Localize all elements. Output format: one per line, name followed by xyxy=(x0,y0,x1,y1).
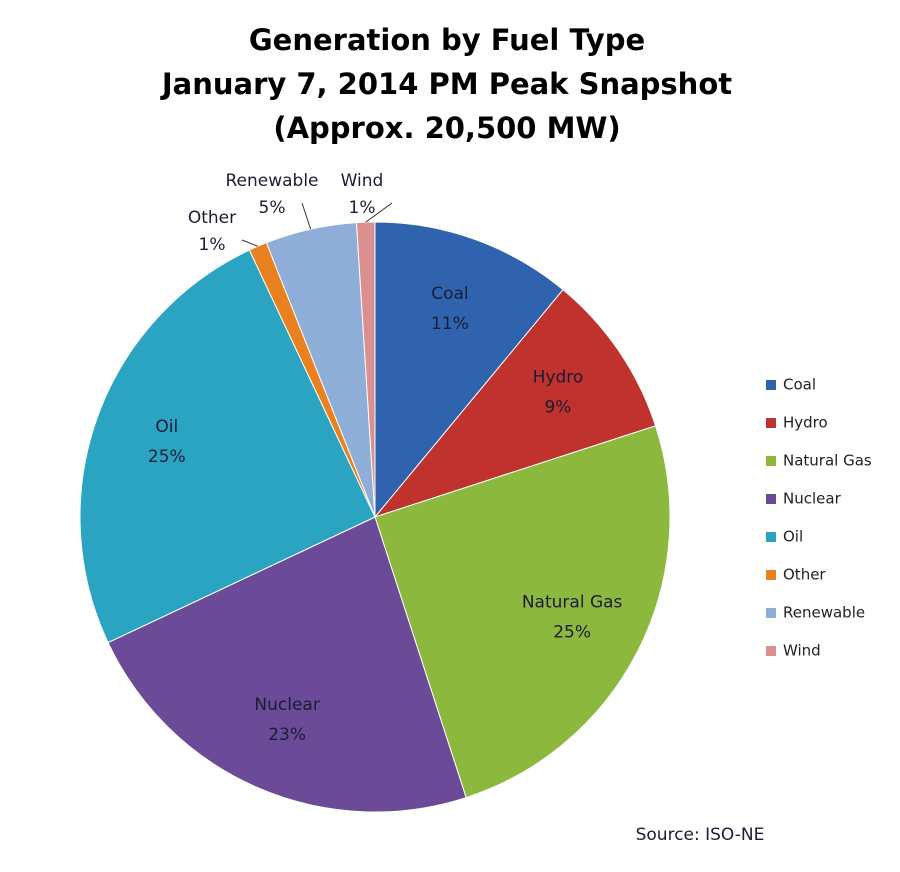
data-label-name: Oil xyxy=(155,417,178,437)
chart-title: Generation by Fuel Type xyxy=(249,23,645,57)
data-label: 1% xyxy=(199,235,226,255)
data-label: 23% xyxy=(268,725,306,745)
data-label-name: Wind xyxy=(341,171,384,191)
chart-title: (Approx. 20,500 MW) xyxy=(273,111,620,145)
legend-swatch xyxy=(766,380,776,390)
data-label-name: Nuclear xyxy=(254,695,319,715)
legend-swatch xyxy=(766,418,776,428)
legend-label: Renewable xyxy=(783,604,865,622)
legend-label: Oil xyxy=(783,528,803,546)
legend-label: Coal xyxy=(783,376,816,394)
legend-label: Hydro xyxy=(783,414,828,432)
pie-slice xyxy=(107,516,467,813)
legend-swatch xyxy=(766,532,776,542)
leader-line xyxy=(241,239,259,247)
data-label-name: Natural Gas xyxy=(522,592,623,612)
legend-swatch xyxy=(766,646,776,656)
data-label: 5% xyxy=(259,198,286,218)
data-label-name: Other xyxy=(188,208,236,228)
legend-swatch xyxy=(766,570,776,580)
legend-label: Nuclear xyxy=(783,490,842,508)
pie-slice xyxy=(373,288,657,519)
legend-swatch xyxy=(766,456,776,466)
data-label-name: Hydro xyxy=(533,368,584,388)
legend-swatch xyxy=(766,494,776,504)
legend-swatch xyxy=(766,608,776,618)
data-label-name: Coal xyxy=(431,284,468,304)
data-label: 1% xyxy=(349,198,376,218)
leader-line xyxy=(301,202,312,230)
legend-label: Other xyxy=(783,566,826,584)
chart-title: January 7, 2014 PM Peak Snapshot xyxy=(160,67,732,101)
source-note: Source: ISO-NE xyxy=(636,825,765,845)
pie-slice xyxy=(79,249,376,644)
legend-label: Natural Gas xyxy=(783,452,872,470)
data-label: 11% xyxy=(431,314,469,334)
data-label-name: Renewable xyxy=(225,171,318,191)
data-label: 25% xyxy=(553,622,591,642)
leader-line xyxy=(365,202,393,223)
data-label: 9% xyxy=(544,398,571,418)
pie-slice xyxy=(374,425,671,799)
data-label: 25% xyxy=(148,447,186,467)
legend-label: Wind xyxy=(783,642,821,660)
pie-slice xyxy=(374,221,564,519)
